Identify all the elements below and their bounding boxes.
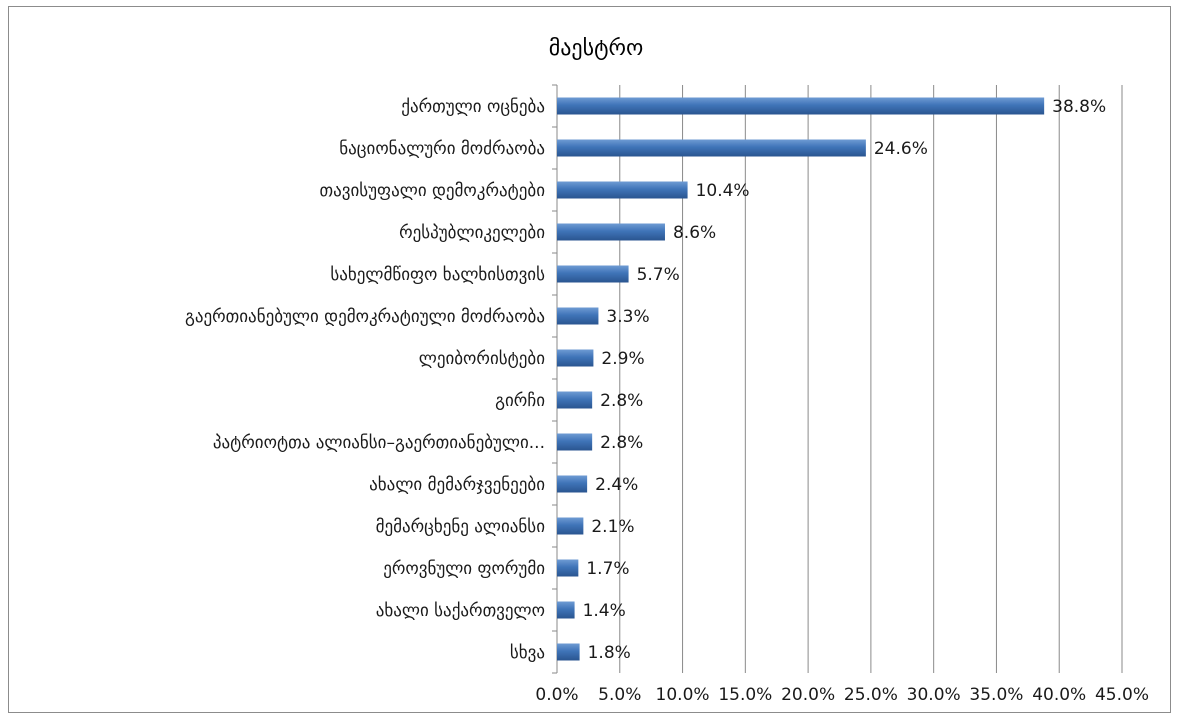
bar [557,559,579,577]
x-tick-label: 45.0% [1095,685,1149,705]
bar [557,391,593,409]
x-tick-label: 10.0% [656,685,710,705]
bar [557,181,688,199]
bar [557,349,594,367]
bar [557,517,584,535]
category-label: ახალი საქართველო [376,601,545,621]
category-label: გირჩი [495,391,545,411]
category-label: ლეიბორისტები [419,349,545,369]
category-label: მემარცხენე ალიანსი [376,517,545,537]
chart-title: მაესტრო [549,36,644,61]
category-label: პატრიოტთა ალიანსი–გაერთიანებული... [213,433,545,453]
x-tick-label: 40.0% [1032,685,1086,705]
bar [557,265,629,283]
chart-frame: მაესტრო 0.0% 5.0% 10.0% 15.0% 20.0% 25.0% 30.0… [8,6,1171,713]
bar [557,139,866,157]
data-label: 8.6% [673,223,716,243]
category-label: სახელმწიფო ხალხისთვის [330,265,545,285]
bar [557,433,593,451]
data-label: 3.3% [606,307,649,327]
x-tick-label: 25.0% [844,685,898,705]
x-tick-label: 5.0% [598,685,641,705]
x-tick-label: 15.0% [718,685,772,705]
category-label: სხვა [510,643,545,663]
data-label: 10.4% [696,181,750,201]
data-label: 5.7% [637,265,680,285]
x-tick-label: 0.0% [535,685,578,705]
bar [557,475,588,493]
data-label: 2.1% [591,517,634,537]
bar-chart: მაესტრო 0.0% 5.0% 10.0% 15.0% 20.0% 25.0% 30.0… [185,36,1149,705]
data-label: 1.4% [583,601,626,621]
x-tick-label: 30.0% [907,685,961,705]
category-label: ეროვნული ფორუმი [383,559,545,579]
x-tick-label: 20.0% [781,685,835,705]
data-label: 2.9% [601,349,644,369]
category-label: ნაციონალური მოძრაობა [339,139,545,159]
labels-layer: 0.0% 5.0% 10.0% 15.0% 20.0% 25.0% 30.0% 35.0% 40… [185,97,1149,705]
category-label: გაერთიანებული დემოკრატიული მოძრაობა [185,307,545,327]
data-label: 2.8% [600,391,643,411]
bar [557,223,665,241]
data-label: 38.8% [1052,97,1106,117]
category-label: ქართული ოცნება [401,97,545,117]
category-label: ახალი მემარჯვენეები [369,475,545,495]
data-label: 2.4% [595,475,638,495]
grid-layer [552,84,1123,674]
bars-layer [557,97,1045,661]
bar [557,97,1045,115]
data-label: 1.7% [586,559,629,579]
data-label: 1.8% [588,643,631,663]
data-label: 24.6% [874,139,928,159]
bar [557,601,575,619]
category-label: თავისუფალი დემოკრატები [320,181,545,201]
x-tick-label: 35.0% [969,685,1023,705]
bar [557,307,599,325]
bar [557,643,580,661]
data-label: 2.8% [600,433,643,453]
category-label: რესპუბლიკელები [399,223,545,243]
